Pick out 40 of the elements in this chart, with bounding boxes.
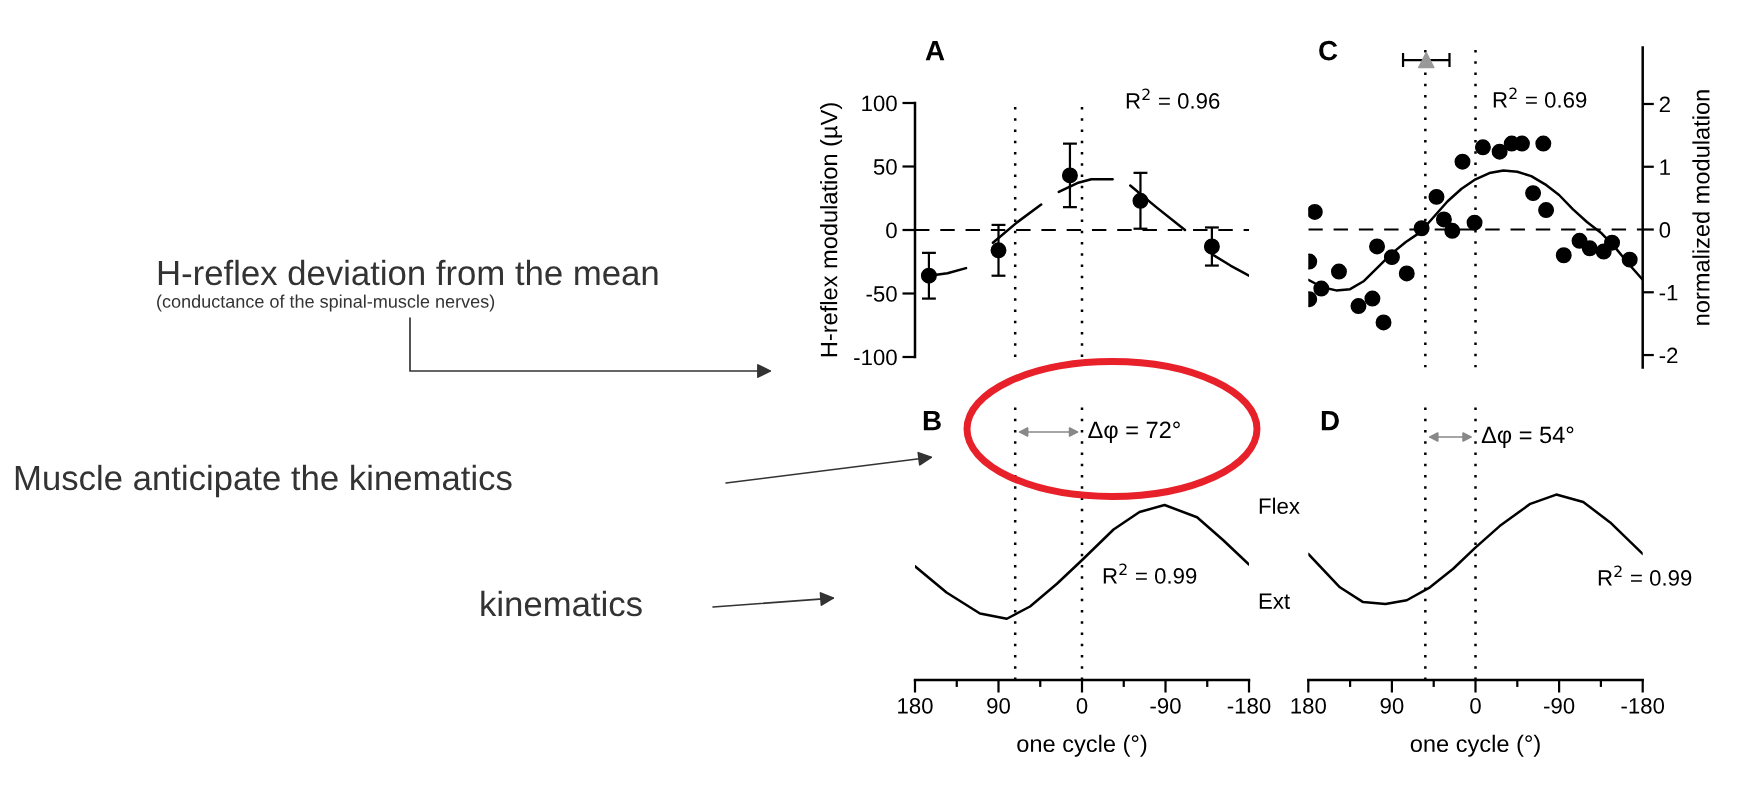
y2-tick-label: 1: [1660, 159, 1670, 175]
text: Ext: [1259, 593, 1290, 609]
annotation: R$^{2}$ = 0.99: [1103, 563, 1197, 584]
x-tick-label: -180: [1621, 697, 1665, 714]
x-axis-title: one cycle (°): [1017, 734, 1147, 757]
text: (conductance of the spinal-muscle nerves): [157, 294, 495, 312]
x-tick-label: 0: [1076, 697, 1088, 714]
x-tick-label: -180: [1227, 697, 1271, 714]
y2-tick-label: -1: [1659, 285, 1678, 301]
y2-tick-label: 0: [1659, 222, 1671, 238]
x-axis-title: one cycle (°): [1410, 734, 1540, 757]
text: Δφ = 54°: [1481, 426, 1574, 448]
x-tick-label: -90: [1150, 697, 1181, 714]
y2-tick-label: 2: [1659, 96, 1670, 113]
y-tick-label: -50: [866, 286, 897, 302]
y-tick-label: -100: [854, 349, 897, 366]
chart-title: A: [925, 41, 945, 61]
annotation: R$^{2}$ = 0.99: [1598, 565, 1692, 586]
y2-axis-title: normalized modulation: [1692, 90, 1710, 325]
x-tick-label: -90: [1544, 697, 1575, 714]
text: Muscle anticipate the kinematics: [15, 464, 512, 498]
text: kinematics: [481, 590, 642, 617]
text: Δφ = 72°: [1088, 421, 1180, 443]
annotation: R$^{2}$ = 0.96: [1126, 88, 1220, 109]
chart-title: B: [923, 411, 941, 431]
x-tick-label: 90: [1380, 697, 1404, 714]
y-axis-title: H-reflex modulation (µV): [820, 103, 843, 357]
x-tick-label: 0: [1470, 697, 1481, 714]
x-tick-label: 90: [987, 697, 1010, 714]
x-tick-label: 180: [898, 697, 933, 714]
y-tick-label: 100: [862, 95, 897, 112]
y-tick-label: 50: [873, 159, 897, 175]
y-tick-label: 0: [886, 222, 897, 239]
chart-title: C: [1319, 40, 1338, 61]
y2-tick-label: -2: [1659, 347, 1678, 364]
annotation: R$^{2}$ = 0.69: [1493, 87, 1587, 108]
text: Flex: [1259, 497, 1300, 514]
x-tick-label: 180: [1291, 697, 1326, 714]
text: H-reflex deviation from the mean: [158, 259, 658, 286]
chart-title: D: [1321, 411, 1339, 431]
